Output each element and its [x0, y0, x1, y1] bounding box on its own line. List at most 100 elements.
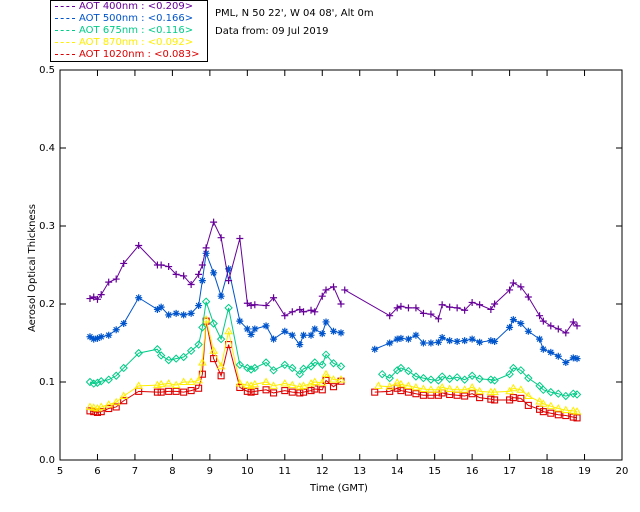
data-point — [179, 352, 188, 362]
data-point — [452, 385, 462, 393]
data-point — [553, 404, 563, 412]
data-point — [195, 270, 203, 278]
data-point — [247, 302, 255, 310]
data-point — [568, 406, 578, 414]
data-point — [426, 375, 436, 384]
data-point — [310, 377, 320, 385]
data-point — [235, 379, 245, 387]
data-point — [468, 390, 476, 398]
data-point — [404, 388, 412, 396]
data-point — [262, 322, 270, 330]
data-point — [310, 358, 319, 367]
data-point — [516, 366, 526, 375]
data-point — [165, 263, 173, 271]
data-point — [386, 387, 394, 395]
data-point — [322, 318, 330, 326]
data-point — [506, 323, 514, 331]
x-tick-label: 8 — [169, 466, 175, 477]
legend-label-500nm: AOT 500nm : <0.166> — [79, 13, 194, 24]
data-point — [412, 390, 420, 398]
data-point — [569, 354, 577, 362]
data-point — [105, 331, 113, 339]
series-line — [378, 382, 578, 413]
data-point — [487, 337, 495, 345]
axes: 5 6 7 8 9 10 11 12 13 14 15 16 17 18 19 20 0.0 0.1 0.2 0.3 0… — [39, 65, 628, 477]
data-point — [318, 292, 326, 300]
data-point — [329, 359, 338, 368]
data-point — [412, 304, 420, 312]
data-point — [554, 352, 562, 360]
data-point — [97, 408, 105, 416]
data-point — [446, 303, 454, 311]
data-point — [104, 400, 114, 408]
data-point — [209, 319, 218, 328]
data-point — [561, 405, 571, 414]
data-point — [201, 315, 211, 323]
legend-item-500nm: AOT 500nm : <0.166> — [55, 13, 193, 25]
data-point — [475, 386, 485, 395]
data-point — [135, 294, 143, 302]
data-point — [187, 387, 195, 395]
data-point — [135, 242, 143, 249]
data-point — [517, 283, 525, 291]
data-point — [156, 379, 166, 388]
data-point — [371, 388, 379, 396]
data-point — [538, 399, 548, 407]
data-point — [468, 298, 476, 306]
data-point — [393, 335, 401, 343]
data-point — [210, 218, 218, 226]
legend-item-400nm: AOT 400nm : <0.209> — [55, 1, 193, 13]
data-point — [318, 330, 326, 338]
data-point — [476, 338, 484, 346]
data-point — [393, 304, 401, 312]
data-point — [573, 414, 581, 422]
data-point — [216, 334, 226, 344]
data-point — [434, 338, 442, 346]
data-point — [198, 277, 206, 285]
x-tick-label: 6 — [94, 466, 100, 477]
data-point — [90, 293, 98, 301]
series-line — [374, 318, 578, 364]
data-point — [307, 331, 315, 339]
data-point — [536, 335, 544, 343]
data-point — [86, 295, 94, 303]
data-point — [509, 316, 517, 324]
data-point — [437, 372, 447, 381]
x-tick-label: 7 — [132, 466, 138, 477]
data-point — [119, 391, 129, 399]
data-point — [288, 363, 297, 373]
data-point — [198, 323, 207, 332]
legend-swatch-1020nm — [55, 53, 75, 55]
data-point — [97, 291, 105, 299]
data-point — [509, 279, 517, 287]
data-point — [120, 397, 128, 405]
legend-item-675nm: AOT 675nm : <0.116> — [55, 25, 193, 37]
data-point — [93, 404, 102, 412]
data-point — [269, 366, 278, 375]
data-point — [251, 301, 259, 309]
data-point — [539, 385, 548, 395]
data-point — [392, 378, 402, 386]
data-point — [120, 259, 128, 267]
data-point — [572, 390, 582, 399]
legend-swatch-675nm — [55, 29, 75, 31]
data-point — [171, 380, 181, 389]
data-point — [296, 341, 304, 349]
data-point — [287, 380, 297, 389]
data-point — [318, 360, 327, 370]
data-point — [288, 331, 296, 339]
legend-swatch-400nm — [55, 5, 75, 7]
data-point — [467, 371, 477, 380]
series-star — [86, 249, 581, 366]
data-point — [280, 360, 290, 370]
data-point — [385, 373, 394, 383]
data-point — [172, 387, 180, 395]
data-point — [270, 294, 278, 302]
data-point — [164, 355, 173, 365]
data-point — [539, 317, 547, 325]
x-tick-label: 11 — [278, 466, 291, 477]
data-point — [397, 302, 405, 310]
data-point — [419, 391, 427, 399]
data-point — [201, 297, 211, 306]
data-point — [562, 329, 570, 337]
